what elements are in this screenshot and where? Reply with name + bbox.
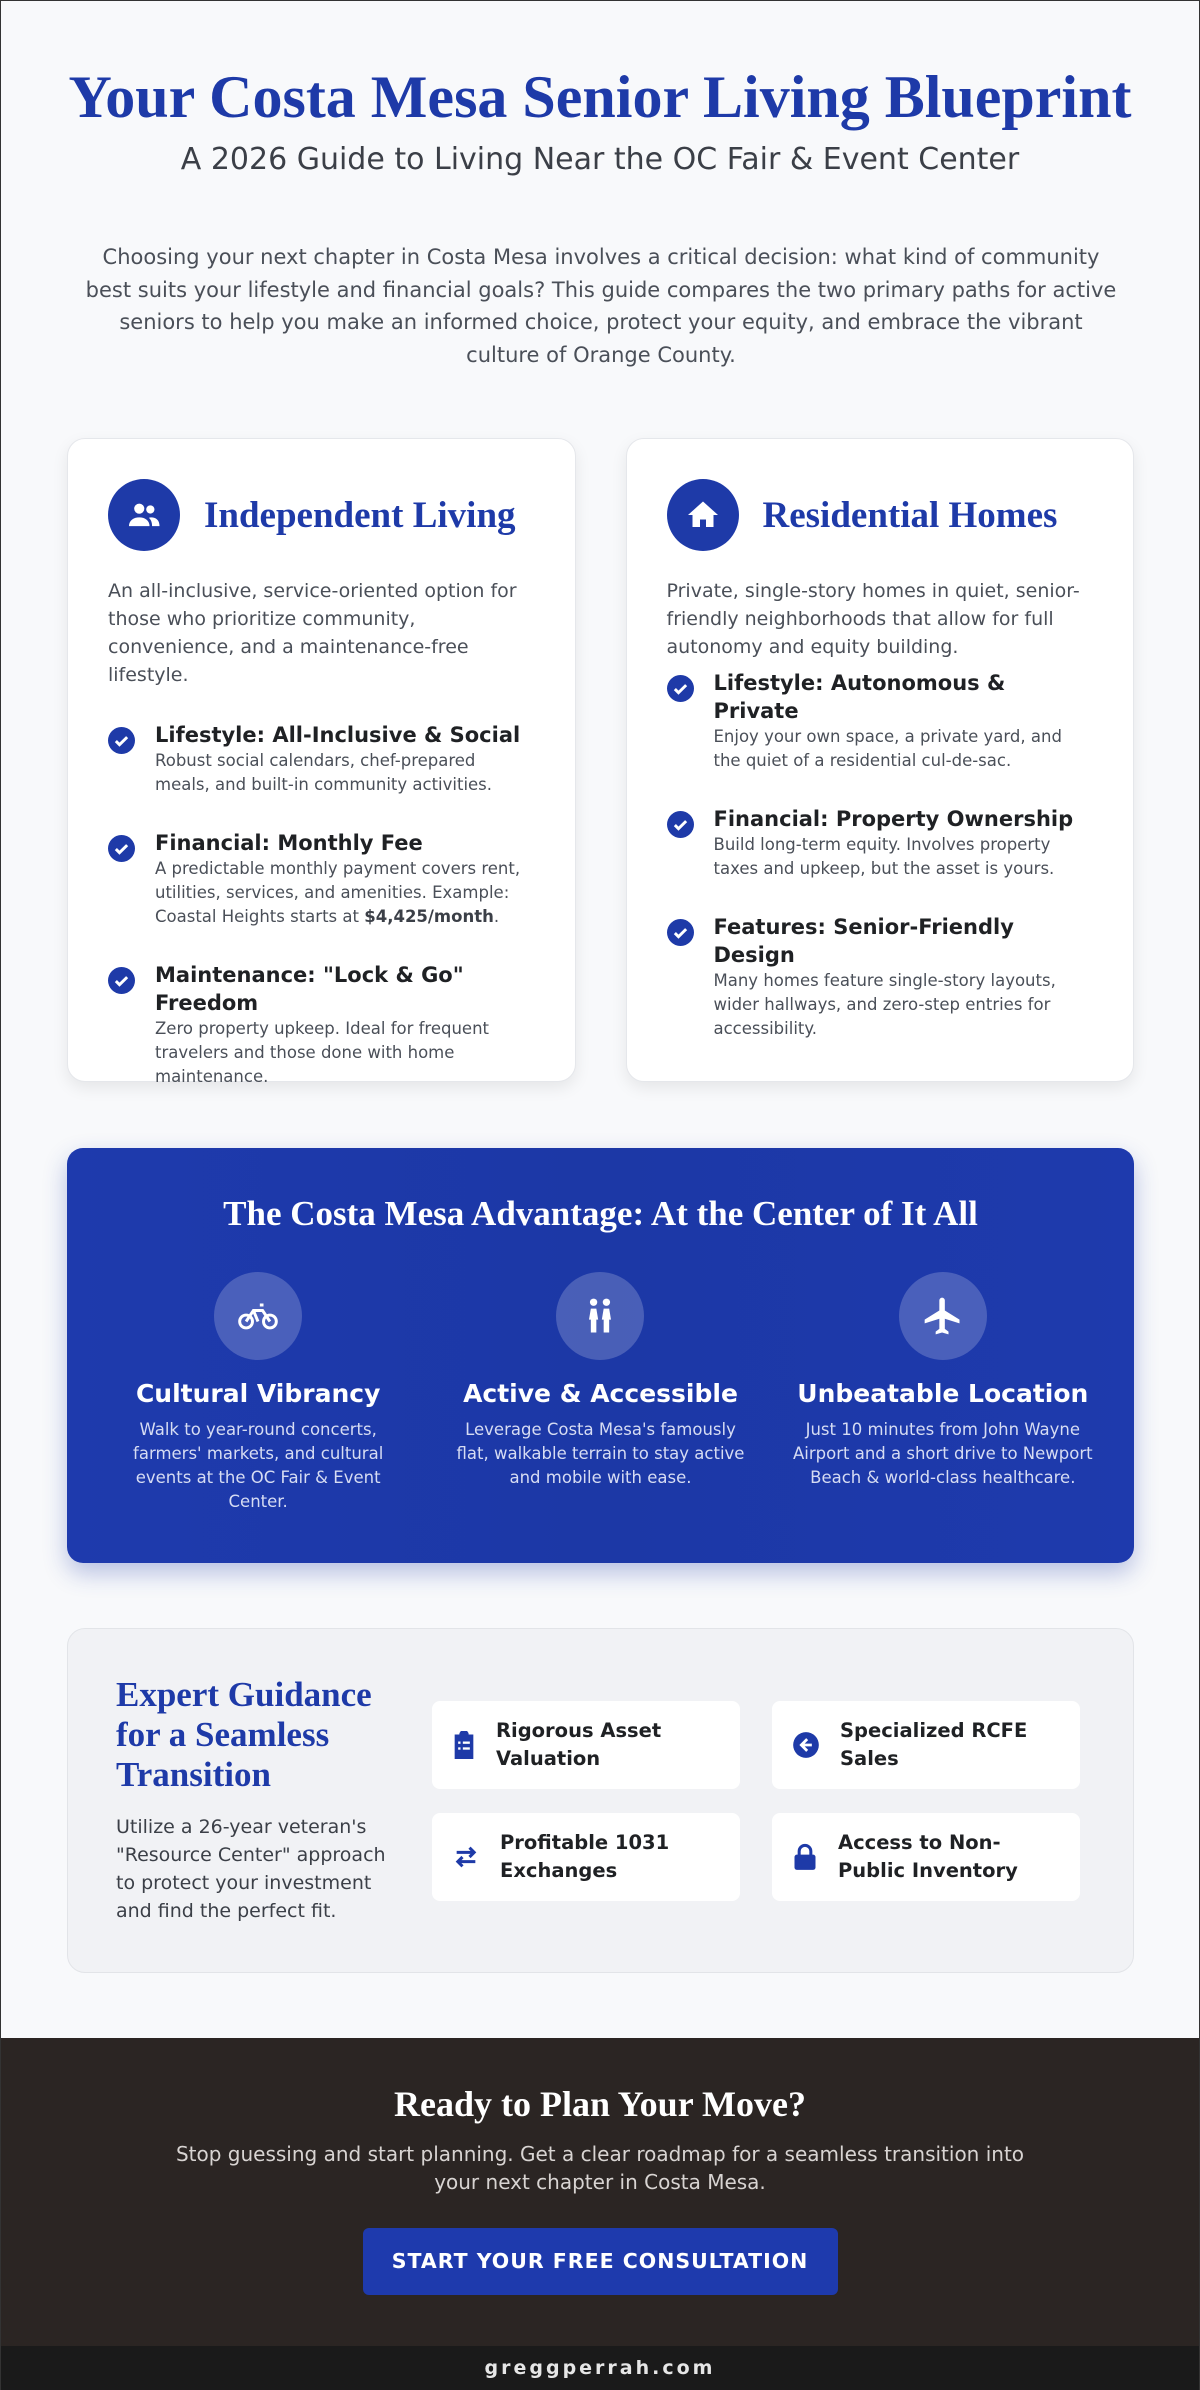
feature-label: Rigorous Asset Valuation bbox=[496, 1718, 662, 1770]
expert-intro: Expert Guidance for a Seamless Transitio… bbox=[116, 1675, 406, 1926]
cta-title: Ready to Plan Your Move? bbox=[394, 2084, 806, 2124]
footer: greggperrah.com bbox=[1, 2346, 1199, 2390]
check-icon bbox=[108, 835, 135, 862]
text: A predictable monthly payment covers ren… bbox=[155, 859, 521, 926]
card-header: Residential Homes bbox=[666, 479, 1094, 551]
advantage-section: The Costa Mesa Advantage: At the Center … bbox=[67, 1148, 1134, 1563]
subtitle: A 2026 Guide to Living Near the OC Fair … bbox=[180, 142, 1020, 177]
list-item: Lifestyle: All-Inclusive & Social Robust … bbox=[108, 721, 535, 797]
item-text: Enjoy your own space, a private yard, an… bbox=[713, 727, 1062, 770]
item-text: Many homes feature single-story layouts,… bbox=[713, 971, 1056, 1038]
item-title: Active & Accessible bbox=[463, 1379, 738, 1408]
item-text: Robust social calendars, chef-prepared m… bbox=[155, 751, 493, 794]
check-icon bbox=[666, 811, 694, 838]
section-title: The Costa Mesa Advantage: At the Center … bbox=[223, 1194, 978, 1233]
check-icon bbox=[108, 967, 135, 994]
cta-text: Stop guessing and start planning. Get a … bbox=[175, 2142, 1025, 2194]
feature: Rigorous Asset Valuation bbox=[432, 1700, 740, 1789]
item-text: Leverage Costa Mesa's famously flat, wal… bbox=[456, 1420, 745, 1487]
price: $4,425/month bbox=[364, 907, 494, 926]
card-title: Residential Homes bbox=[762, 494, 1058, 536]
item-text: Build long-term equity. Involves propert… bbox=[713, 835, 1055, 878]
list: Lifestyle: Autonomous & Private Enjoy you… bbox=[666, 669, 1094, 1041]
card-title: Independent Living bbox=[204, 494, 516, 536]
page-title: Your Costa Mesa Senior Living Blueprint bbox=[68, 64, 1132, 130]
card-description: An all-inclusive, service-oriented optio… bbox=[108, 580, 517, 686]
item-title: Financial: Property Ownership bbox=[713, 807, 1074, 831]
check-icon bbox=[666, 675, 694, 702]
item-title: Lifestyle: Autonomous & Private bbox=[713, 671, 1006, 723]
item-text: A predictable monthly payment covers ren… bbox=[155, 857, 535, 929]
card-header: Independent Living bbox=[108, 479, 535, 551]
item-text: Just 10 minutes from John Wayne Airport … bbox=[792, 1420, 1093, 1487]
feature: Access to Non-Public Inventory bbox=[772, 1812, 1080, 1901]
advantage-item: Cultural Vibrancy Walk to year-round con… bbox=[108, 1272, 408, 1514]
card: Residential Homes Private, single-story … bbox=[625, 438, 1134, 1082]
item-title: Lifestyle: All-Inclusive & Social bbox=[155, 723, 521, 747]
list-item: Features: Senior-Friendly Design Many hom… bbox=[666, 913, 1094, 1041]
expert-section: Expert Guidance for a Seamless Transitio… bbox=[67, 1628, 1134, 1973]
feature-label: Access to Non-Public Inventory bbox=[838, 1830, 1018, 1882]
intro: Choosing your next chapter in Costa Mesa… bbox=[85, 245, 1117, 367]
section-title: Expert Guidance for a Seamless Transitio… bbox=[116, 1675, 372, 1794]
list-item: Maintenance: "Lock & Go" Freedom Zero pro… bbox=[108, 961, 535, 1089]
cards: Independent Living An all-inclusive, ser… bbox=[67, 438, 1134, 1086]
item-text: Zero property upkeep. Ideal for frequent… bbox=[155, 1019, 490, 1086]
item-title: Cultural Vibrancy bbox=[135, 1379, 381, 1408]
icon bbox=[556, 1272, 645, 1360]
item-title: Financial: Monthly Fee bbox=[155, 831, 423, 855]
item-text: Walk to year-round concerts, farmers' ma… bbox=[133, 1420, 384, 1511]
advantage-item: Unbeatable Location Just 10 minutes from… bbox=[793, 1272, 1093, 1514]
icon bbox=[666, 479, 739, 551]
check-icon bbox=[666, 919, 694, 946]
feature: Specialized RCFE Sales bbox=[772, 1700, 1080, 1789]
advantage-list: Cultural Vibrancy Walk to year-round con… bbox=[67, 1272, 1134, 1514]
list-item: Financial: Property Ownership Build long-… bbox=[666, 805, 1094, 881]
item-title: Features: Senior-Friendly Design bbox=[713, 915, 1014, 967]
item-title: Unbeatable Location bbox=[797, 1379, 1089, 1408]
list: Lifestyle: All-Inclusive & Social Robust … bbox=[108, 721, 535, 1089]
list-item: Lifestyle: Autonomous & Private Enjoy you… bbox=[666, 669, 1094, 773]
icon bbox=[108, 479, 180, 551]
item-title: Maintenance: "Lock & Go" Freedom bbox=[155, 963, 464, 1015]
card: Independent Living An all-inclusive, ser… bbox=[67, 438, 576, 1086]
advantage-item: Active & Accessible Leverage Costa Mesa'… bbox=[450, 1272, 750, 1514]
feature-grid: Rigorous Asset Valuation Specialized RCF… bbox=[432, 1675, 1080, 1926]
feature-label: Specialized RCFE Sales bbox=[840, 1718, 1028, 1770]
feature-label: Profitable 1031 Exchanges bbox=[500, 1830, 670, 1882]
check-icon bbox=[108, 727, 135, 754]
cta-section: Ready to Plan Your Move? Stop guessing a… bbox=[1, 2038, 1199, 2346]
section-text: Utilize a 26-year veteran's "Resource Ce… bbox=[116, 1816, 386, 1922]
feature: Profitable 1031 Exchanges bbox=[432, 1812, 740, 1901]
icon bbox=[214, 1272, 303, 1360]
cta-button[interactable]: START YOUR FREE CONSULTATION bbox=[362, 2228, 838, 2295]
icon bbox=[898, 1272, 987, 1360]
list-item: Financial: Monthly Fee A predictable mont… bbox=[108, 829, 535, 929]
text: . bbox=[493, 907, 500, 926]
card-description: Private, single-story homes in quiet, se… bbox=[666, 580, 1080, 658]
